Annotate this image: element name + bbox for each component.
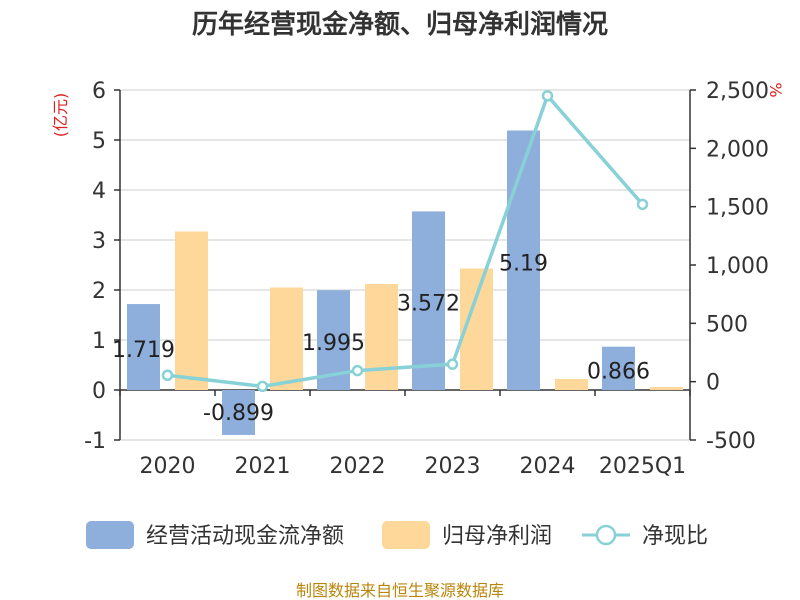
cash-flow-label: 1.995: [302, 331, 365, 356]
ratio-point: [541, 90, 554, 102]
left-tick-label: 0: [92, 379, 106, 404]
ratio-point: [351, 364, 364, 377]
left-tick-label: 2: [92, 279, 106, 304]
cash-flow-label: 5.19: [499, 251, 548, 276]
x-tick-label: 2020: [140, 454, 196, 479]
legend-swatch-net-profit: [382, 521, 430, 549]
cash-flow-bar: [127, 304, 160, 390]
left-tick-label: 6: [92, 79, 106, 104]
legend-item: 经营活动现金流净额: [86, 521, 344, 549]
x-tick-label: 2022: [330, 454, 386, 479]
right-tick-label: 0: [706, 371, 720, 396]
legend-swatch-cash-flow: [86, 521, 134, 549]
x-tick-label: 2021: [235, 454, 291, 479]
cash-flow-label: 1.719: [112, 338, 175, 363]
right-tick-label: 2,500: [706, 79, 769, 104]
cash-flow-label: 0.866: [587, 359, 650, 384]
chart-title: 历年经营现金净额、归母净利润情况: [192, 9, 608, 40]
legend-item: 净现比: [582, 524, 708, 549]
ratio-line-path: [167, 92, 644, 389]
right-tick-label: 2,000: [706, 137, 769, 162]
x-tick-label: 2024: [520, 454, 576, 479]
right-tick-label: 1,000: [706, 254, 769, 279]
right-axis-unit: %: [766, 82, 785, 97]
right-tick-label: 1,500: [706, 196, 769, 221]
left-tick-label: -1: [84, 429, 106, 454]
legend-label: 净现比: [642, 524, 708, 549]
net-profit-bar: [555, 379, 588, 390]
bars: [127, 130, 683, 435]
cash-flow-bar: [602, 346, 635, 390]
left-tick-label: 1: [92, 329, 106, 354]
legend-item: 归母净利润: [382, 521, 552, 549]
net-profit-bar: [270, 287, 303, 390]
net-profit-bar: [175, 231, 208, 390]
legend: 经营活动现金流净额 归母净利润 净现比: [86, 521, 708, 549]
cash-flow-bar: [507, 130, 540, 390]
left-tick-label: 5: [92, 129, 106, 154]
left-axis-unit: (亿元): [51, 93, 70, 138]
left-tick-label: 4: [92, 179, 106, 204]
ratio-point: [161, 369, 174, 381]
ratio-point: [446, 358, 459, 370]
axes: -1 0 1 2 3 4 5 6 -500 0 500 1,000 1,500 2,000 2,500 202…: [84, 79, 769, 479]
cash-flow-label: 3.572: [397, 292, 460, 317]
right-tick-label: -500: [706, 429, 756, 454]
net-profit-bar: [365, 284, 398, 390]
legend-label: 归母净利润: [442, 524, 552, 549]
cash-flow-bar: [412, 211, 445, 390]
source-note: 制图数据来自恒生聚源数据库: [296, 581, 504, 600]
ratio-line: [161, 90, 649, 393]
ratio-point: [636, 198, 649, 211]
left-tick-label: 3: [92, 229, 106, 254]
right-tick-label: 500: [706, 312, 748, 337]
net-profit-bar: [650, 387, 683, 390]
ratio-point: [256, 380, 269, 393]
cash-flow-bar: [222, 390, 255, 435]
data-labels: 1.719 -0.899 1.995 3.572 5.19 0.866: [112, 251, 650, 426]
x-tick-label: 2025Q1: [599, 454, 686, 479]
legend-marker: [595, 524, 617, 546]
legend-label: 经营活动现金流净额: [146, 524, 344, 549]
cash-flow-label: -0.899: [203, 401, 274, 426]
x-tick-label: 2023: [425, 454, 481, 479]
